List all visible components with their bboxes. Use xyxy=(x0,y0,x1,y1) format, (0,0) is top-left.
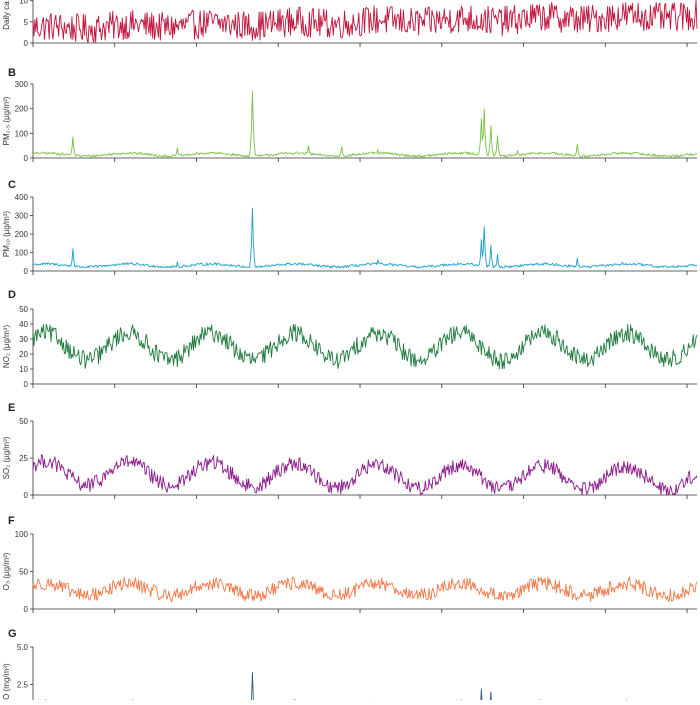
series-line xyxy=(32,323,698,370)
panel-letter: E xyxy=(8,402,15,414)
panel-letter: C xyxy=(8,179,16,191)
y-tick-label: 10 xyxy=(19,365,28,374)
series-line xyxy=(32,0,698,44)
y-axis-label: PM₂.₅ (µg/m³) xyxy=(2,96,11,145)
panel-c: C PM₁₀ (µg/m³) 0 100 200 300 400 xyxy=(2,179,698,276)
y-tick-label: 0 xyxy=(24,39,29,48)
panel-letter: D xyxy=(8,289,16,301)
y-tick-label: 40 xyxy=(19,320,28,329)
series-line xyxy=(32,672,694,705)
panel-letter: G xyxy=(8,628,17,640)
panel-f: F O₃ (µg/m³) 0 50 100 xyxy=(2,515,698,614)
y-tick-label: 400 xyxy=(15,193,29,202)
y-tick-label: 300 xyxy=(15,212,29,221)
y-axis-label: Daily ca xyxy=(2,1,11,30)
y-tick-label: 5.0 xyxy=(17,643,29,652)
y-axis-label: O₃ (µg/m³) xyxy=(2,552,11,590)
y-tick-label: 0 xyxy=(24,491,29,500)
y-tick-label: 300 xyxy=(15,80,29,89)
panel-letter: F xyxy=(8,515,15,527)
panel-g: G CO (mg/m³) 2.5 5.0 xyxy=(2,628,694,705)
y-axis-label: CO (mg/m³) xyxy=(2,663,11,700)
panel-d: D NO₂ (µg/m³) 0 10 20 30 40 50 xyxy=(2,289,698,389)
y-tick-label: 50 xyxy=(19,305,28,314)
y-tick-label: 10 xyxy=(19,0,28,6)
y-axis-label: SO₂ (µg/m³) xyxy=(2,436,11,479)
series-line xyxy=(32,453,698,496)
series-line xyxy=(32,576,698,603)
series-line xyxy=(33,207,698,269)
panel-b: B PM₂.₅ (µg/m³) 0 100 200 300 xyxy=(2,67,698,163)
y-tick-label: 50 xyxy=(19,417,28,426)
y-tick-label: 0 xyxy=(24,380,29,389)
panel-letter: B xyxy=(8,67,16,79)
y-tick-label: 0 xyxy=(24,154,29,163)
panel-a: Daily ca 0 5 10 xyxy=(2,0,698,48)
y-tick-label: 30 xyxy=(19,335,28,344)
y-axis-label: PM₁₀ (µg/m³) xyxy=(2,211,11,258)
y-tick-label: 200 xyxy=(15,105,29,114)
y-tick-label: 100 xyxy=(15,249,29,258)
y-tick-label: 20 xyxy=(19,350,28,359)
y-tick-label: 200 xyxy=(15,230,29,239)
y-tick-label: 50 xyxy=(19,568,28,577)
y-tick-label: 25 xyxy=(19,454,28,463)
y-tick-label: 100 xyxy=(15,129,29,138)
y-tick-label: 2.5 xyxy=(17,681,29,690)
panel-e: E SO₂ (µg/m³) 0 25 50 xyxy=(2,402,698,500)
y-axis-label: NO₂ (µg/m³) xyxy=(2,325,11,369)
y-tick-label: 0 xyxy=(24,605,29,614)
y-tick-label: 100 xyxy=(15,530,29,539)
series-line xyxy=(32,90,698,158)
y-tick-label: 5 xyxy=(24,18,29,27)
y-tick-label: 0 xyxy=(24,267,29,276)
